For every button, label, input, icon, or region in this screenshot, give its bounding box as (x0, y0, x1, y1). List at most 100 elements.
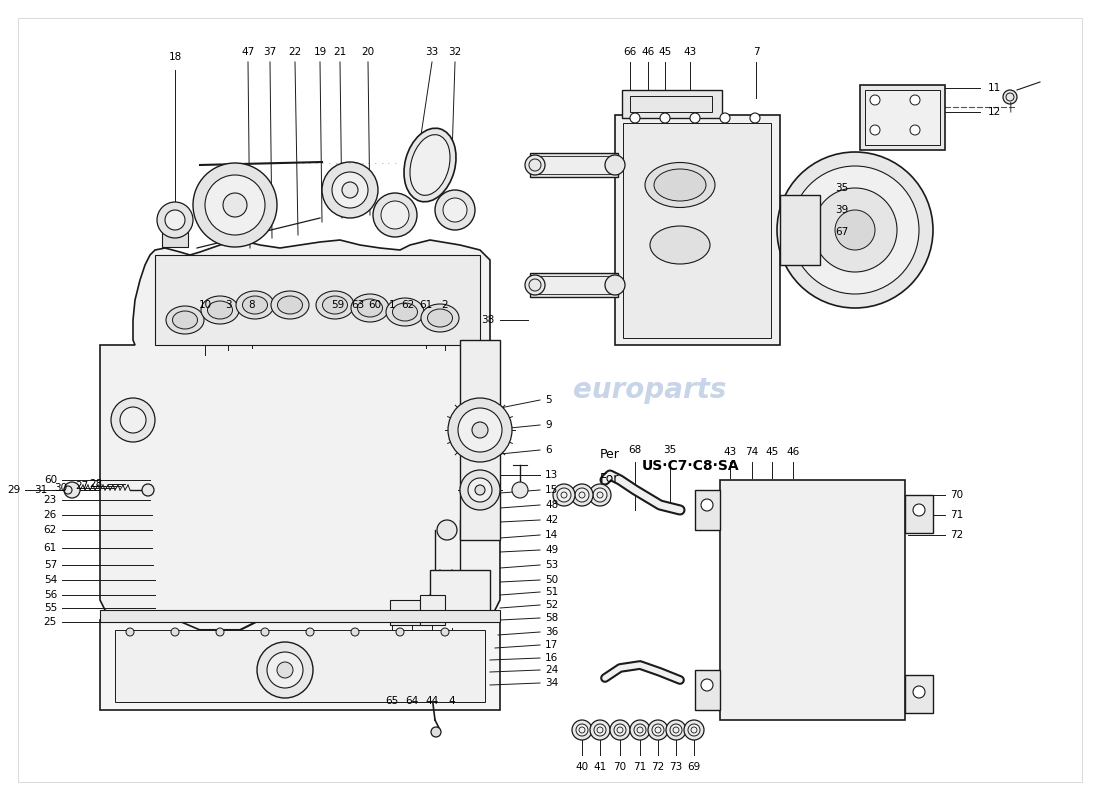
Text: 43: 43 (724, 447, 737, 457)
Circle shape (216, 628, 224, 636)
Circle shape (594, 724, 606, 736)
Ellipse shape (316, 291, 354, 319)
Text: 45: 45 (659, 47, 672, 57)
Text: 43: 43 (683, 47, 696, 57)
Ellipse shape (645, 162, 715, 207)
Text: US·C7·C8·SA: US·C7·C8·SA (642, 459, 739, 473)
Circle shape (165, 210, 185, 230)
Text: 53: 53 (544, 560, 558, 570)
Text: .: . (322, 161, 323, 166)
Circle shape (120, 407, 146, 433)
Circle shape (525, 155, 544, 175)
Circle shape (634, 724, 646, 736)
Circle shape (701, 499, 713, 511)
Circle shape (750, 113, 760, 123)
Text: 70: 70 (950, 490, 964, 500)
Polygon shape (100, 240, 500, 615)
Bar (780, 195, 820, 265)
Text: 40: 40 (575, 762, 589, 772)
Circle shape (910, 95, 920, 105)
Circle shape (648, 720, 668, 740)
Bar (695, 490, 721, 530)
Circle shape (373, 193, 417, 237)
Circle shape (666, 720, 686, 740)
Text: .: . (283, 161, 284, 166)
Text: 68: 68 (628, 445, 641, 455)
Text: 57: 57 (44, 560, 57, 570)
Circle shape (777, 152, 933, 308)
Text: 46: 46 (641, 47, 654, 57)
Circle shape (458, 408, 502, 452)
Text: .: . (361, 161, 363, 166)
Ellipse shape (421, 304, 459, 332)
Circle shape (605, 275, 625, 295)
Text: 37: 37 (263, 47, 276, 57)
Circle shape (512, 482, 528, 498)
Circle shape (448, 398, 512, 462)
Text: .: . (367, 161, 370, 166)
Text: .: . (334, 161, 337, 166)
Circle shape (306, 628, 313, 636)
Text: 56: 56 (44, 590, 57, 600)
Circle shape (557, 488, 571, 502)
Text: 46: 46 (786, 447, 800, 457)
Bar (720, 480, 905, 720)
Text: 71: 71 (950, 510, 964, 520)
Ellipse shape (410, 134, 450, 195)
Bar (623, 123, 771, 338)
Text: 25: 25 (44, 617, 57, 627)
Text: 66: 66 (624, 47, 637, 57)
Ellipse shape (201, 296, 239, 324)
Text: 10: 10 (198, 300, 211, 310)
Text: 35: 35 (663, 445, 676, 455)
Text: .: . (394, 161, 396, 166)
Text: 45: 45 (766, 447, 779, 457)
Circle shape (223, 193, 248, 217)
Circle shape (660, 113, 670, 123)
Circle shape (605, 155, 625, 175)
Bar (621, 90, 722, 118)
Circle shape (434, 190, 475, 230)
Bar (865, 90, 940, 145)
Circle shape (441, 628, 449, 636)
Text: 3: 3 (224, 300, 231, 310)
Circle shape (688, 724, 700, 736)
Circle shape (576, 724, 588, 736)
Text: 32: 32 (449, 47, 462, 57)
Text: 51: 51 (544, 587, 558, 597)
Text: .: . (302, 161, 304, 166)
Text: 1: 1 (388, 300, 395, 310)
Text: |: | (1009, 102, 1012, 112)
Bar (100, 620, 500, 710)
Bar (530, 153, 618, 177)
Text: europarts: europarts (573, 376, 727, 404)
Text: .: . (374, 161, 376, 166)
Text: 29: 29 (7, 485, 20, 495)
Circle shape (431, 727, 441, 737)
Ellipse shape (393, 303, 418, 321)
Circle shape (630, 720, 650, 740)
Text: 13: 13 (544, 470, 558, 480)
Circle shape (342, 182, 358, 198)
Circle shape (257, 642, 314, 698)
Text: Per: Per (600, 449, 620, 462)
Circle shape (913, 504, 925, 516)
Text: For: For (600, 471, 619, 485)
Text: .: . (289, 161, 290, 166)
Circle shape (684, 720, 704, 740)
Text: 64: 64 (406, 696, 419, 706)
Text: 65: 65 (385, 696, 398, 706)
Bar (460, 340, 500, 540)
Text: .: . (316, 161, 317, 166)
Circle shape (610, 720, 630, 740)
Circle shape (910, 125, 920, 135)
Bar (390, 600, 420, 625)
Text: 44: 44 (426, 696, 439, 706)
Circle shape (593, 488, 607, 502)
Text: 27: 27 (75, 481, 88, 491)
Text: 31: 31 (34, 485, 47, 495)
Text: 47: 47 (241, 47, 254, 57)
Circle shape (571, 484, 593, 506)
Text: 5: 5 (544, 395, 551, 405)
Ellipse shape (351, 294, 389, 322)
